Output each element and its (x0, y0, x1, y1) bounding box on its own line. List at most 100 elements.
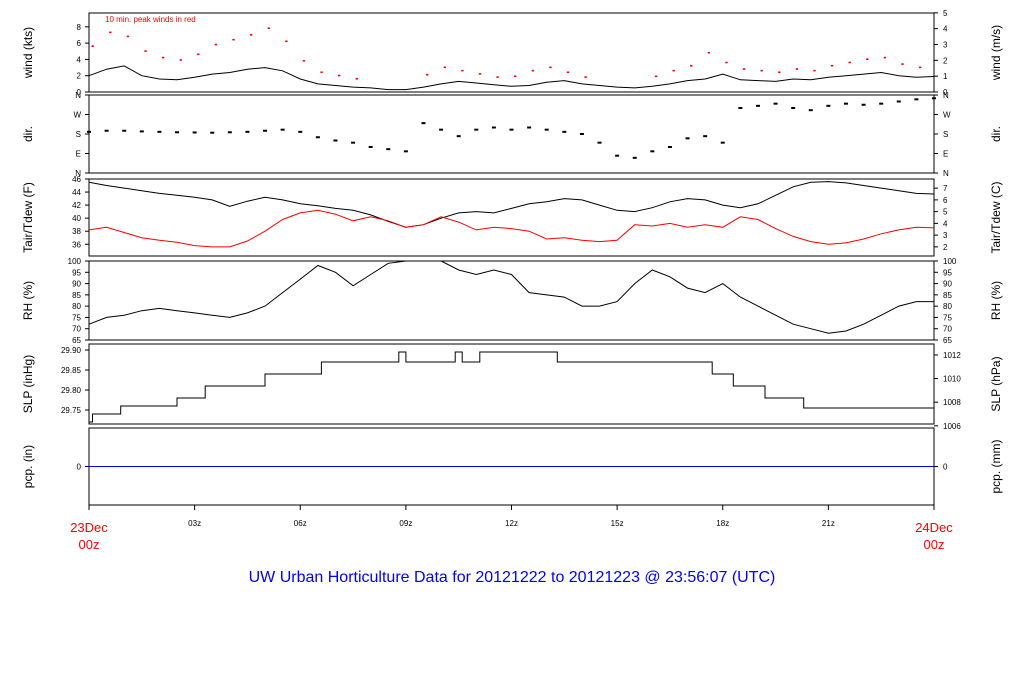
direction-point (632, 156, 637, 159)
panel-pressure: 29.75 29.80 29.85 29.90 1006 1008 1010 1012 SLP … (21, 343, 1003, 431)
direction-point (509, 128, 514, 131)
direction-point (491, 126, 496, 129)
y-axis-label: RH (%) (21, 281, 35, 320)
left-tick-label: 4 (77, 55, 82, 64)
right-tick-label: 90 (943, 280, 952, 289)
left-tick-label: 2 (77, 72, 82, 81)
right-tick-label: 5 (943, 208, 948, 217)
peak-wind-point (126, 35, 130, 38)
peak-wind-point (214, 43, 218, 46)
left-tick-label: 42 (72, 201, 81, 210)
peak-wind-point (496, 76, 499, 78)
left-tick-label: 8 (77, 23, 82, 32)
direction-point (667, 146, 672, 148)
time-tick-label: 03z (188, 519, 201, 528)
peak-wind-point (320, 71, 323, 74)
peak-wind-point (549, 66, 552, 69)
right-tick-label: 100 (943, 257, 957, 266)
peak-wind-point (232, 38, 235, 41)
peak-wind-point (760, 69, 763, 72)
left-tick-label: E (76, 150, 81, 159)
peak-wind-point (179, 59, 182, 61)
left-tick-label: 100 (68, 257, 82, 266)
direction-point (157, 130, 162, 133)
y-axis-label: pcp. (in) (21, 445, 35, 488)
peak-wind-point (531, 69, 535, 72)
right-tick-label: 1006 (943, 422, 961, 431)
left-tick-label: 80 (72, 302, 81, 311)
right-tick-label: 3 (943, 231, 948, 240)
right-tick-label: 4 (943, 25, 948, 34)
right-tick-label: 6 (943, 196, 948, 205)
chart-annotation: 10 min. peak winds in red (105, 15, 196, 24)
left-tick-label: 46 (72, 175, 81, 184)
left-tick-label: 0 (77, 88, 82, 97)
right-tick-label: 0 (943, 88, 948, 97)
left-tick-label: 95 (72, 268, 81, 277)
peak-wind-point (197, 53, 200, 56)
right-tick-label: 1012 (943, 351, 961, 360)
series-line-tair (88, 181, 935, 228)
left-tick-label: 40 (72, 214, 81, 223)
right-tick-label: 2 (943, 56, 948, 65)
chart-title: UW Urban Horticulture Data for 20121222 … (249, 569, 776, 586)
direction-point (298, 130, 303, 133)
direction-point (685, 137, 690, 140)
peak-wind-point (795, 68, 799, 70)
peak-wind-point (918, 66, 922, 69)
left-tick-label: 29.75 (61, 406, 82, 415)
peak-wind-point (514, 75, 517, 78)
direction-point (175, 131, 180, 134)
y-axis-label: Tair/Tdew (F) (21, 182, 35, 253)
direction-point (914, 98, 919, 101)
direction-point (139, 130, 144, 133)
left-tick-label: 90 (72, 280, 81, 289)
direction-point (544, 128, 549, 131)
direction-point (773, 102, 778, 105)
right-tick-label: S (943, 130, 948, 139)
right-tick-label: 85 (943, 291, 952, 300)
series-line-pressure (89, 351, 934, 423)
left-tick-label: 44 (72, 188, 81, 197)
peak-wind-point (690, 64, 693, 67)
direction-point (597, 141, 602, 144)
y-axis-label: SLP (inHg) (21, 355, 35, 413)
time-tick-label: 15z (611, 519, 624, 528)
right-tick-label: 1 (943, 72, 948, 81)
peak-wind-point (161, 56, 165, 59)
direction-point (896, 100, 901, 103)
direction-point (421, 122, 426, 125)
panel-frame (88, 12, 935, 93)
left-tick-label: 36 (72, 240, 81, 249)
peak-wind-point (267, 27, 270, 30)
left-tick-label: 85 (72, 291, 81, 300)
peak-wind-point (830, 64, 834, 67)
y-axis-label-right: RH (%) (989, 281, 1003, 320)
direction-point (703, 135, 708, 138)
peak-wind-point (302, 60, 306, 62)
direction-point (122, 129, 127, 132)
direction-point (562, 130, 567, 133)
left-tick-label: 29.90 (61, 346, 82, 355)
direction-point (87, 130, 91, 133)
time-axis: 03z 06z 09z 12z 15z 18z 21z 23Dec 00z 24Dec 00z (70, 505, 953, 552)
right-tick-label: 5 (943, 9, 948, 18)
panel-frame (88, 260, 935, 341)
y-axis-label-right: Tair/Tdew (C) (989, 181, 1003, 253)
right-tick-label: 80 (943, 302, 952, 311)
right-tick-label: E (943, 150, 948, 159)
direction-point (826, 104, 831, 107)
peak-wind-point (337, 74, 341, 77)
right-tick-label: N (943, 169, 949, 178)
peak-wind-point (707, 51, 711, 54)
panel-frame (88, 343, 935, 425)
direction-point (333, 139, 338, 142)
peak-wind-point (426, 73, 429, 76)
left-tick-label: 29.85 (61, 366, 82, 375)
panel-humidity: 65 70 75 80 85 90 95 100 65 70 75 80 85 90 95 100 RH (%)… (21, 257, 1003, 345)
left-tick-label: 6 (77, 39, 82, 48)
peak-wind-point (584, 76, 587, 78)
direction-point (227, 131, 232, 134)
left-tick-label: 29.80 (61, 386, 82, 395)
